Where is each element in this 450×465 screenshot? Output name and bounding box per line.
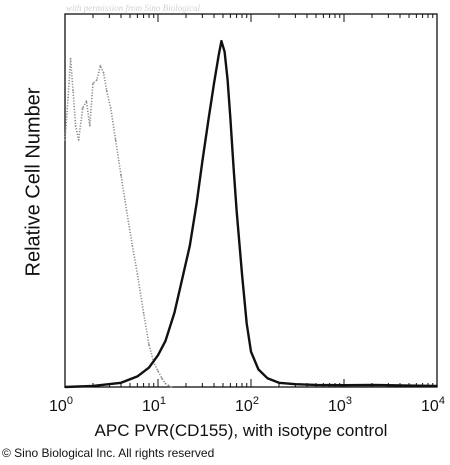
pvr-data-point — [257, 368, 260, 371]
pvr-data-point — [173, 312, 176, 314]
pvr-data-point — [64, 386, 66, 388]
copyright-notice: © Sino Biological Inc. All rights reserv… — [2, 446, 215, 460]
x-tick-label: 101 — [142, 395, 166, 415]
isotype-data-point — [69, 57, 72, 60]
pvr-data-point — [148, 366, 150, 369]
pvr-data-point — [436, 385, 438, 387]
pvr-data-point — [241, 273, 243, 275]
pvr-data-point — [180, 280, 183, 282]
pvr-data-point — [164, 340, 167, 342]
pvr-data-point — [213, 82, 215, 85]
isotype-data-point — [85, 100, 88, 102]
x-axis-tick-labels: 100 101 102 103 104 — [49, 395, 445, 415]
pvr-data-point — [408, 384, 410, 387]
isotype-data-point — [96, 79, 98, 81]
isotype-data-point — [102, 72, 105, 74]
isotype-data-point — [167, 384, 170, 387]
isotype-data-point — [77, 139, 80, 141]
isotype-data-point — [81, 107, 84, 109]
pvr-data-point — [223, 50, 226, 53]
isotype-data-point — [114, 139, 117, 141]
pvr-data-point — [294, 383, 297, 386]
isotype-data-point — [125, 209, 128, 212]
x-axis-ticks — [64, 14, 438, 387]
isotype-data-point — [131, 245, 134, 247]
isotype-data-point — [120, 174, 122, 176]
y-axis-title: Relative Cell Number — [22, 87, 45, 277]
pvr-data-point — [278, 382, 280, 384]
pvr-data-point — [217, 54, 220, 56]
pvr-data-point — [92, 385, 94, 387]
pvr-data-point — [250, 350, 252, 353]
pvr-data-point — [371, 384, 373, 386]
y-axis-title-box: Relative Cell Number — [14, 42, 54, 322]
pvr-data-point — [195, 202, 198, 205]
isotype-data-point — [74, 125, 77, 127]
x-tick-label: 100 — [49, 395, 73, 415]
pvr-data-point — [220, 40, 223, 42]
pvr-data-point — [136, 375, 139, 378]
pvr-data-point — [157, 354, 159, 357]
x-tick-label: 103 — [328, 395, 352, 415]
x-axis-title: APC PVR(CD155), with isotype control — [94, 421, 388, 440]
isotype-data-point — [72, 89, 74, 92]
isotype-data-point — [89, 125, 91, 127]
isotype-data-point — [67, 96, 69, 99]
pvr-data-point — [226, 79, 229, 81]
pvr-data-point — [229, 117, 232, 120]
isotype-data-point — [92, 82, 94, 85]
pvr-data-point — [315, 384, 317, 386]
series-layer — [64, 39, 438, 389]
isotype-data-point — [109, 107, 112, 109]
isotype-data-point — [148, 343, 150, 346]
pvr-cd155-curve — [64, 39, 438, 389]
x-tick-label: 104 — [421, 395, 445, 415]
pvr-data-point — [235, 209, 238, 212]
pvr-data-point — [189, 245, 191, 247]
isotype-data-point — [164, 382, 167, 385]
isotype-data-point — [142, 312, 145, 314]
pvr-data-point — [120, 382, 122, 384]
watermark: with permission from Sino Biological — [66, 3, 201, 13]
pvr-data-point — [245, 322, 248, 325]
pvr-data-point — [343, 384, 345, 387]
pvr-data-point — [266, 377, 269, 380]
isotype-data-point — [170, 386, 173, 388]
isotype-data-point — [99, 65, 102, 67]
isotype-data-point — [136, 273, 139, 275]
isotype-data-point — [161, 377, 163, 380]
isotype-data-point — [105, 89, 108, 92]
pvr-data-point — [207, 117, 210, 120]
isotype-control-curve — [64, 57, 172, 388]
pvr-data-point — [232, 167, 235, 169]
isotype-data-point — [64, 139, 66, 141]
plot-frame — [64, 13, 438, 388]
isotype-data-point — [157, 370, 159, 372]
pvr-data-point — [201, 160, 204, 162]
x-tick-label: 102 — [235, 395, 259, 415]
